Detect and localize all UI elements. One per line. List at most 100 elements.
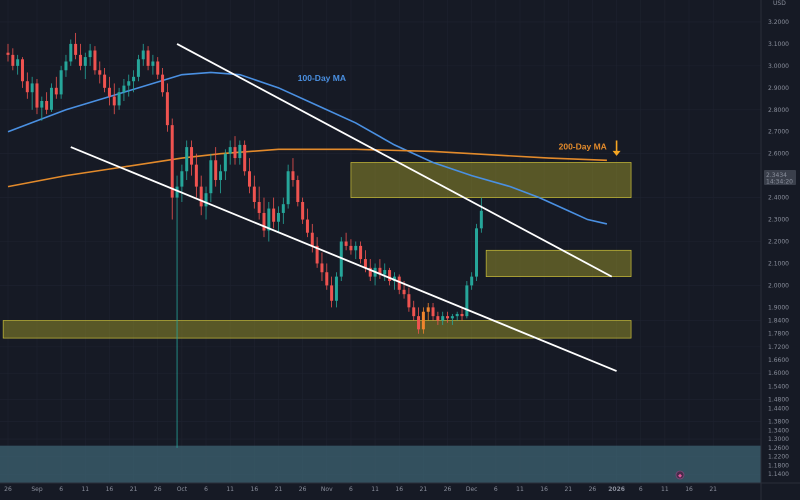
candle: [421, 307, 425, 334]
candle: [209, 153, 213, 202]
candle: [252, 175, 256, 209]
candle: [93, 46, 97, 75]
candle-body: [417, 316, 421, 330]
price-tick-label: 3.2000: [768, 19, 789, 26]
time-tick-label: 21: [275, 486, 283, 493]
candle-body: [54, 87, 58, 95]
candle-body: [257, 201, 261, 213]
candle-body: [98, 70, 102, 75]
candle: [190, 140, 194, 176]
candle-body: [291, 171, 295, 181]
candle-body: [136, 59, 140, 77]
candle: [470, 272, 474, 290]
time-tick-label: 2026: [608, 486, 625, 493]
candle-body: [146, 50, 150, 66]
candle-body: [199, 186, 203, 207]
candle-body: [209, 160, 213, 194]
price-tick-label: 1.5400: [768, 383, 789, 390]
candle-body: [426, 307, 430, 312]
candle: [441, 311, 445, 325]
candle: [74, 32, 78, 60]
candle-body: [49, 87, 53, 110]
candle: [272, 197, 276, 229]
candle: [388, 267, 392, 286]
candle-body: [170, 125, 174, 198]
price-tick-label: 2.1000: [768, 260, 789, 267]
candle: [233, 136, 237, 165]
price-tick-label: 2.0000: [768, 282, 789, 289]
price-tag-box: [764, 170, 796, 185]
time-tick-label: 21: [709, 486, 717, 493]
price-tick-label: 2.4000: [768, 195, 789, 202]
price-tick-label: 2.8000: [768, 107, 789, 114]
candle-body: [339, 241, 343, 277]
candle: [132, 70, 136, 93]
price-tag-countdown: 14:34:20: [766, 179, 793, 186]
time-tick-label: 16: [106, 486, 114, 493]
time-tick-label: 26: [154, 486, 162, 493]
candle-body: [252, 186, 256, 202]
candle-body: [64, 61, 68, 71]
candle: [16, 54, 20, 75]
candle-body: [267, 208, 271, 231]
candle-body: [243, 144, 247, 172]
candle: [49, 83, 53, 112]
upper-channel-line[interactable]: [176, 43, 613, 278]
price-tick-label: 1.3800: [768, 419, 789, 426]
candle: [296, 175, 300, 207]
time-tick-label: 16: [685, 486, 693, 493]
candle-body: [315, 245, 319, 264]
price-tick-label: 1.1400: [768, 471, 789, 478]
candle-body: [156, 61, 160, 75]
candle: [450, 313, 454, 325]
candle-body: [436, 316, 440, 321]
candle-body: [479, 210, 483, 229]
price-tick-label: 1.7800: [768, 331, 789, 338]
candle-body: [11, 54, 15, 66]
candle: [219, 164, 223, 194]
candle: [88, 43, 92, 66]
candle-body: [441, 316, 445, 321]
zones-layer: [2, 162, 632, 339]
candle: [397, 274, 401, 295]
candle: [146, 46, 150, 71]
price-tick-label: 1.8400: [768, 318, 789, 325]
time-tick-label: 21: [420, 486, 428, 493]
price-axis[interactable]: 3.2000 3.1000 3.0000 2.9000 2.8000 2.7000 2.60…: [768, 19, 789, 478]
candle: [339, 237, 343, 282]
candle: [412, 300, 416, 321]
price-tick-label: 1.3000: [768, 436, 789, 443]
candle: [248, 158, 251, 194]
candle: [315, 237, 319, 268]
candle: [117, 87, 121, 110]
price-tick-label: 3.1000: [768, 41, 789, 48]
candle-body: [78, 54, 82, 66]
zone-mid: [485, 249, 632, 277]
candle-body: [233, 147, 237, 159]
candle-body: [281, 204, 285, 213]
candle-body: [16, 59, 20, 66]
time-axis[interactable]: 26 Sep 6 11 16 21 26 Oct 6 11 16 21 26 Nov 6 11 16 21 26 De…: [4, 486, 717, 493]
candle-body: [132, 76, 136, 82]
candle-body: [103, 74, 107, 88]
candle-body: [310, 232, 314, 246]
candle-body: [107, 87, 111, 97]
ma100-label: 100-Day MA: [298, 73, 346, 83]
time-tick-label: 26: [444, 486, 452, 493]
candle-body: [35, 83, 39, 108]
price-tick-label: 1.7200: [768, 344, 789, 351]
candle: [103, 68, 107, 93]
candle: [185, 140, 189, 181]
price-tick-label: 1.4800: [768, 397, 789, 404]
candle-body: [161, 74, 165, 93]
lower-channel-line[interactable]: [70, 146, 617, 372]
candle-body: [228, 147, 232, 154]
candle-body: [344, 241, 348, 246]
candle-body: [407, 294, 411, 308]
candle: [83, 52, 87, 80]
time-tick-label: 11: [661, 486, 669, 493]
time-tick-label: 26: [589, 486, 597, 493]
candle: [54, 76, 58, 99]
event-marker[interactable]: ◆: [675, 470, 685, 480]
